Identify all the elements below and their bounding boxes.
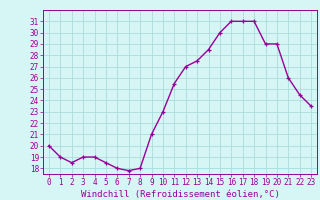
X-axis label: Windchill (Refroidissement éolien,°C): Windchill (Refroidissement éolien,°C) [81, 190, 279, 199]
